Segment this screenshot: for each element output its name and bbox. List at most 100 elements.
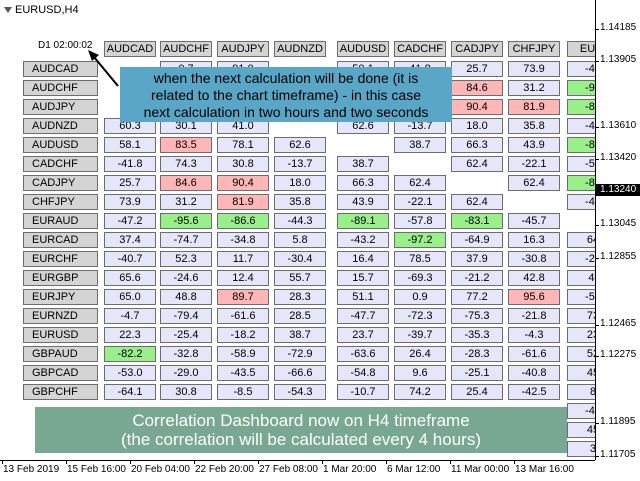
correlation-cell: -95	[567, 80, 595, 96]
row-header-euraud[interactable]: EURAUD	[23, 213, 98, 229]
price-label: 1.13420	[600, 152, 637, 163]
correlation-cell: -74.7	[160, 232, 212, 248]
correlation-cell: -82.2	[104, 346, 156, 362]
time-tick	[258, 461, 259, 464]
correlation-cell: 74.2	[394, 384, 446, 400]
correlation-cell: 0.9	[394, 289, 446, 305]
row-header-eurusd[interactable]: EURUSD	[23, 327, 98, 343]
correlation-cell: 16.4	[337, 251, 389, 267]
chart-menu-triangle-icon[interactable]	[4, 7, 12, 13]
row-header-eurnzd[interactable]: EURNZD	[23, 308, 98, 324]
row-header-gbpcad[interactable]: GBPCAD	[23, 365, 98, 381]
correlation-cell: -8.5	[217, 384, 269, 400]
correlation-cell: -97.2	[394, 232, 446, 248]
price-label: 1.13610	[600, 120, 637, 131]
correlation-cell: 31.2	[508, 80, 560, 96]
correlation-cell: -66.6	[274, 365, 326, 381]
row-header-audusd[interactable]: AUDUSD	[23, 137, 98, 153]
row-header-audcad[interactable]: AUDCAD	[23, 61, 98, 77]
correlation-cell: 78.5	[394, 251, 446, 267]
price-label: 1.11705	[600, 449, 636, 460]
correlation-cell: 9.6	[394, 365, 446, 381]
timeframe-banner: Correlation Dashboard now on H4 timefram…	[35, 407, 567, 453]
correlation-cell: 43.9	[337, 194, 389, 210]
price-label: 1.13905	[600, 54, 637, 65]
price-label: 1.12275	[600, 349, 637, 360]
price-axis[interactable]: 1.14185 1.13905 1.13610 1.13420 1.13045 1.128…	[595, 0, 640, 460]
correlation-cell: -45.7	[508, 213, 560, 229]
correlation-cell: -30.8	[508, 251, 560, 267]
column-header-cadjpy[interactable]: CADJPY	[451, 41, 503, 57]
correlation-cell: 66.3	[451, 137, 503, 153]
row-header-eurcad[interactable]: EURCAD	[23, 232, 98, 248]
correlation-cell: 28.5	[274, 308, 326, 324]
correlation-cell: 52	[567, 346, 595, 362]
time-axis[interactable]: 13 Feb 2019 15 Feb 16:00 20 Feb 04:00 22 Fe…	[0, 460, 595, 481]
correlation-cell: -22.1	[508, 156, 560, 172]
correlation-cell: 45	[567, 422, 595, 438]
row-header-eurjpy[interactable]: EURJPY	[23, 289, 98, 305]
row-header-gbpaud[interactable]: GBPAUD	[23, 346, 98, 362]
row-header-gbpchf[interactable]: GBPCHF	[23, 384, 98, 400]
correlation-cell: -44	[567, 118, 595, 134]
correlation-cell: -61.6	[508, 346, 560, 362]
column-header-cadchf[interactable]: CADCHF	[394, 41, 446, 57]
correlation-cell: -43.2	[337, 232, 389, 248]
callout-line-3: next calculation in two hours and two se…	[143, 104, 429, 120]
correlation-cell: 90.4	[217, 175, 269, 191]
correlation-cell: 11.7	[217, 251, 269, 267]
correlation-cell: 23.7	[337, 327, 389, 343]
current-price-label: 1.13240	[596, 184, 640, 196]
row-header-audjpy[interactable]: AUDJPY	[23, 99, 98, 115]
correlation-cell: -35.3	[451, 327, 503, 343]
correlation-cell: -58.9	[217, 346, 269, 362]
time-label: 22 Feb 20:00	[195, 464, 254, 475]
row-header-cadchf[interactable]: CADCHF	[23, 156, 98, 172]
row-header-chfjpy[interactable]: CHFJPY	[23, 194, 98, 210]
row-header-eurchf[interactable]: EURCHF	[23, 251, 98, 267]
correlation-cell: 78.1	[217, 137, 269, 153]
time-label: 13 Feb 2019	[3, 464, 60, 475]
correlation-cell: 3	[567, 441, 595, 457]
correlation-cell: -57	[567, 156, 595, 172]
column-header-audusd[interactable]: AUDUSD	[337, 41, 389, 57]
correlation-cell: -25.1	[451, 365, 503, 381]
correlation-cell: -43.5	[217, 365, 269, 381]
correlation-cell: 65.6	[104, 270, 156, 286]
column-header-euraud[interactable]: EUR/	[567, 41, 595, 57]
time-label: 20 Feb 04:00	[131, 464, 190, 475]
correlation-cell: -61.6	[217, 308, 269, 324]
column-header-audcad[interactable]: AUDCAD	[104, 41, 156, 57]
column-header-audchf[interactable]: AUDCHF	[160, 41, 212, 57]
column-header-chfjpy[interactable]: CHFJPY	[508, 41, 560, 57]
correlation-cell: -18.2	[217, 327, 269, 343]
correlation-cell: 84.6	[160, 175, 212, 191]
time-label: 27 Feb 08:00	[259, 464, 318, 475]
correlation-cell: -63.6	[337, 346, 389, 362]
correlation-cell: 38.7	[337, 156, 389, 172]
row-header-audnzd[interactable]: AUDNZD	[23, 118, 98, 134]
correlation-cell: 62.6	[274, 137, 326, 153]
correlation-cell: 81.9	[508, 99, 560, 115]
correlation-cell: -25.4	[160, 327, 212, 343]
next-calculation-timer: D1 02:00:02	[38, 40, 93, 51]
correlation-cell: 60.3	[104, 118, 156, 134]
column-header-audjpy[interactable]: AUDJPY	[217, 41, 269, 57]
correlation-cell: -57.8	[394, 213, 446, 229]
correlation-cell: 48.8	[160, 289, 212, 305]
correlation-cell: -54.8	[337, 365, 389, 381]
chart-title: EURUSD,H4	[4, 4, 79, 16]
correlation-cell: -40.7	[104, 251, 156, 267]
correlation-cell: 58.1	[104, 137, 156, 153]
row-header-cadjpy[interactable]: CADJPY	[23, 175, 98, 191]
row-header-eurgbp[interactable]: EURGBP	[23, 270, 98, 286]
time-label: 15 Feb 16:00	[67, 464, 126, 475]
row-header-audchf[interactable]: AUDCHF	[23, 80, 98, 96]
column-header-audnzd[interactable]: AUDNZD	[274, 41, 326, 57]
time-label: 13 Mar 16:00	[515, 464, 574, 475]
time-tick	[194, 461, 195, 464]
correlation-cell	[508, 194, 560, 210]
time-tick	[130, 461, 131, 464]
chart-area[interactable]: EURUSD,H4 D1 02:00:02 AUDCAD AUDCHF AUDJPY…	[0, 0, 595, 460]
price-tick	[596, 258, 599, 259]
